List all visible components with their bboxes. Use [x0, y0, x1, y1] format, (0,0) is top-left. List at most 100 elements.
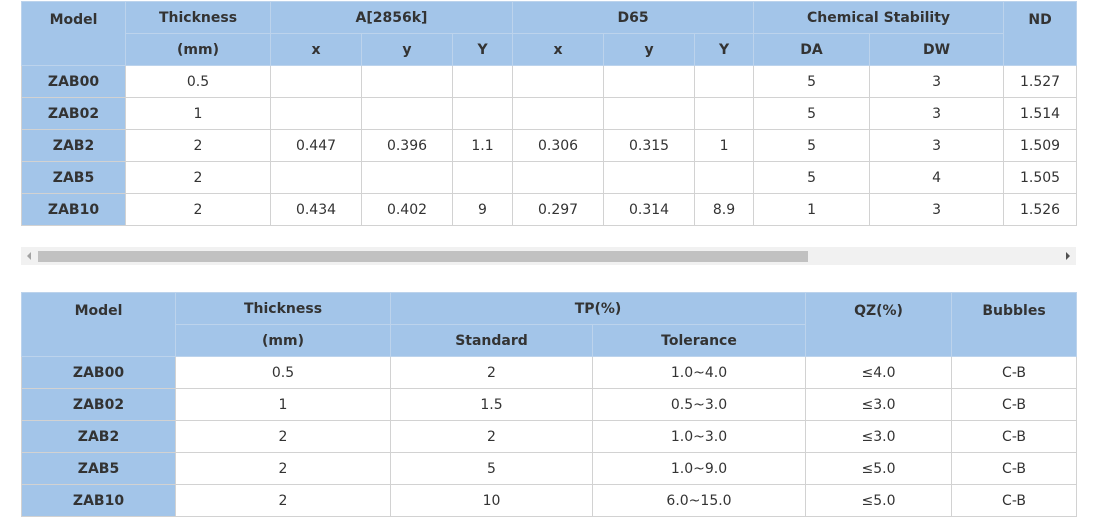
- cell-qz: ≤4.0: [805, 356, 953, 389]
- cell-bubbles: C-B: [951, 484, 1078, 517]
- cell-tolerance: 1.0~3.0: [591, 420, 807, 453]
- cell-model: ZAB00: [21, 65, 126, 98]
- arrow-right-icon[interactable]: [1060, 247, 1076, 265]
- cell-model: ZAB00: [21, 356, 176, 389]
- cell-a-x: 0.447: [270, 129, 362, 162]
- cell-d-Y: [694, 161, 755, 194]
- cell-qz: ≤3.0: [805, 420, 953, 453]
- cell-bubbles: C-B: [951, 356, 1078, 389]
- arrow-left-icon[interactable]: [21, 247, 37, 265]
- cell-standard: 2: [390, 420, 593, 453]
- table-row: ZAB02 1 5 3 1.514: [21, 97, 1078, 130]
- cell-thickness: 1: [125, 97, 271, 130]
- subheader-a-y: y: [361, 33, 453, 66]
- cell-a-x: [270, 161, 362, 194]
- cell-tolerance: 0.5~3.0: [591, 388, 807, 421]
- column-header-nd: ND: [1003, 1, 1078, 66]
- cell-bubbles: C-B: [951, 452, 1078, 485]
- cell-thickness: 2: [125, 193, 271, 226]
- cell-d-x: 0.297: [512, 193, 605, 226]
- cell-d-y: [603, 65, 696, 98]
- cell-model: ZAB10: [21, 193, 126, 226]
- subheader-standard: Standard: [390, 324, 593, 357]
- cell-a-Y: 9: [451, 193, 514, 226]
- subheader-d65-x: x: [512, 33, 605, 66]
- cell-model: ZAB02: [21, 97, 126, 130]
- cell-da: 5: [753, 65, 871, 98]
- cell-thickness: 2: [175, 420, 391, 453]
- cell-model: ZAB2: [21, 420, 176, 453]
- table-row: ZAB00 0.5 2 1.0~4.0 ≤4.0 C-B: [21, 356, 1078, 389]
- cell-tolerance: 1.0~4.0: [591, 356, 807, 389]
- cell-d-y: 0.315: [603, 129, 696, 162]
- subheader-d65-Y: Y: [694, 33, 755, 66]
- cell-a-x: [270, 65, 362, 98]
- cell-d-y: [603, 97, 696, 130]
- cell-a-Y: 1.1: [451, 129, 514, 162]
- cell-d-y: [603, 161, 696, 194]
- subheader-dw: DW: [869, 33, 1005, 66]
- table-subheader-row: (mm) Standard Tolerance: [22, 324, 1077, 357]
- cell-thickness: 0.5: [175, 356, 391, 389]
- table-row: ZAB10 2 10 6.0~15.0 ≤5.0 C-B: [21, 484, 1078, 517]
- horizontal-scrollbar[interactable]: [21, 247, 1076, 265]
- cell-a-x: 0.434: [270, 193, 362, 226]
- cell-d-x: [512, 65, 605, 98]
- cell-d-Y: [694, 97, 755, 130]
- column-header-thickness: Thickness: [175, 292, 391, 325]
- cell-d-Y: [694, 65, 755, 98]
- column-header-qz: QZ(%): [805, 292, 953, 357]
- cell-thickness: 2: [175, 484, 391, 517]
- cell-qz: ≤3.0: [805, 388, 953, 421]
- cell-standard: 2: [390, 356, 593, 389]
- column-header-d65: D65: [512, 1, 755, 34]
- optical-properties-table: Model Thickness A[2856k] D65 Chemical St…: [21, 1, 1078, 226]
- cell-a-Y: [451, 65, 514, 98]
- column-header-chemical-stability: Chemical Stability: [753, 1, 1005, 34]
- subheader-d65-y: y: [603, 33, 696, 66]
- column-header-model: Model: [21, 292, 176, 357]
- cell-a-x: [270, 97, 362, 130]
- cell-thickness: 2: [175, 452, 391, 485]
- cell-a-Y: [451, 161, 514, 194]
- column-header-tp: TP(%): [389, 292, 807, 325]
- cell-tolerance: 6.0~15.0: [591, 484, 807, 517]
- cell-dw: 3: [869, 129, 1005, 162]
- cell-tolerance: 1.0~9.0: [591, 452, 807, 485]
- cell-a-Y: [451, 97, 514, 130]
- scrollbar-thumb[interactable]: [38, 251, 808, 262]
- table-row: ZAB5 2 5 4 1.505: [21, 161, 1078, 194]
- cell-thickness: 2: [125, 129, 271, 162]
- cell-a-y: [361, 97, 453, 130]
- cell-qz: ≤5.0: [805, 452, 953, 485]
- cell-thickness: 2: [125, 161, 271, 194]
- cell-dw: 3: [869, 193, 1005, 226]
- cell-da: 5: [753, 129, 871, 162]
- cell-standard: 5: [390, 452, 593, 485]
- cell-thickness: 1: [175, 388, 391, 421]
- cell-model: ZAB2: [21, 129, 126, 162]
- column-header-model: Model: [21, 1, 126, 66]
- cell-nd: 1.509: [1003, 129, 1078, 162]
- cell-nd: 1.527: [1003, 65, 1078, 98]
- cell-a-y: [361, 65, 453, 98]
- cell-d-Y: 1: [694, 129, 755, 162]
- column-header-a2856k: A[2856k]: [269, 1, 514, 34]
- table-row: ZAB00 0.5 5 3 1.527: [21, 65, 1078, 98]
- cell-dw: 3: [869, 65, 1005, 98]
- cell-a-y: [361, 161, 453, 194]
- cell-a-y: 0.396: [361, 129, 453, 162]
- cell-dw: 3: [869, 97, 1005, 130]
- cell-standard: 10: [390, 484, 593, 517]
- quality-table: Model Thickness TP(%) QZ(%) Bubbles (mm)…: [21, 292, 1078, 517]
- column-header-thickness: Thickness: [125, 1, 271, 34]
- cell-thickness: 0.5: [125, 65, 271, 98]
- cell-da: 5: [753, 161, 871, 194]
- cell-d-x: 0.306: [512, 129, 605, 162]
- table-header-row: Model Thickness A[2856k] D65 Chemical St…: [21, 1, 1078, 66]
- cell-model: ZAB5: [21, 161, 126, 194]
- subheader-a-x: x: [270, 33, 362, 66]
- table-row: ZAB02 1 1.5 0.5~3.0 ≤3.0 C-B: [21, 388, 1078, 421]
- table-header-row: Model Thickness TP(%) QZ(%) Bubbles: [21, 292, 1078, 357]
- cell-nd: 1.526: [1003, 193, 1078, 226]
